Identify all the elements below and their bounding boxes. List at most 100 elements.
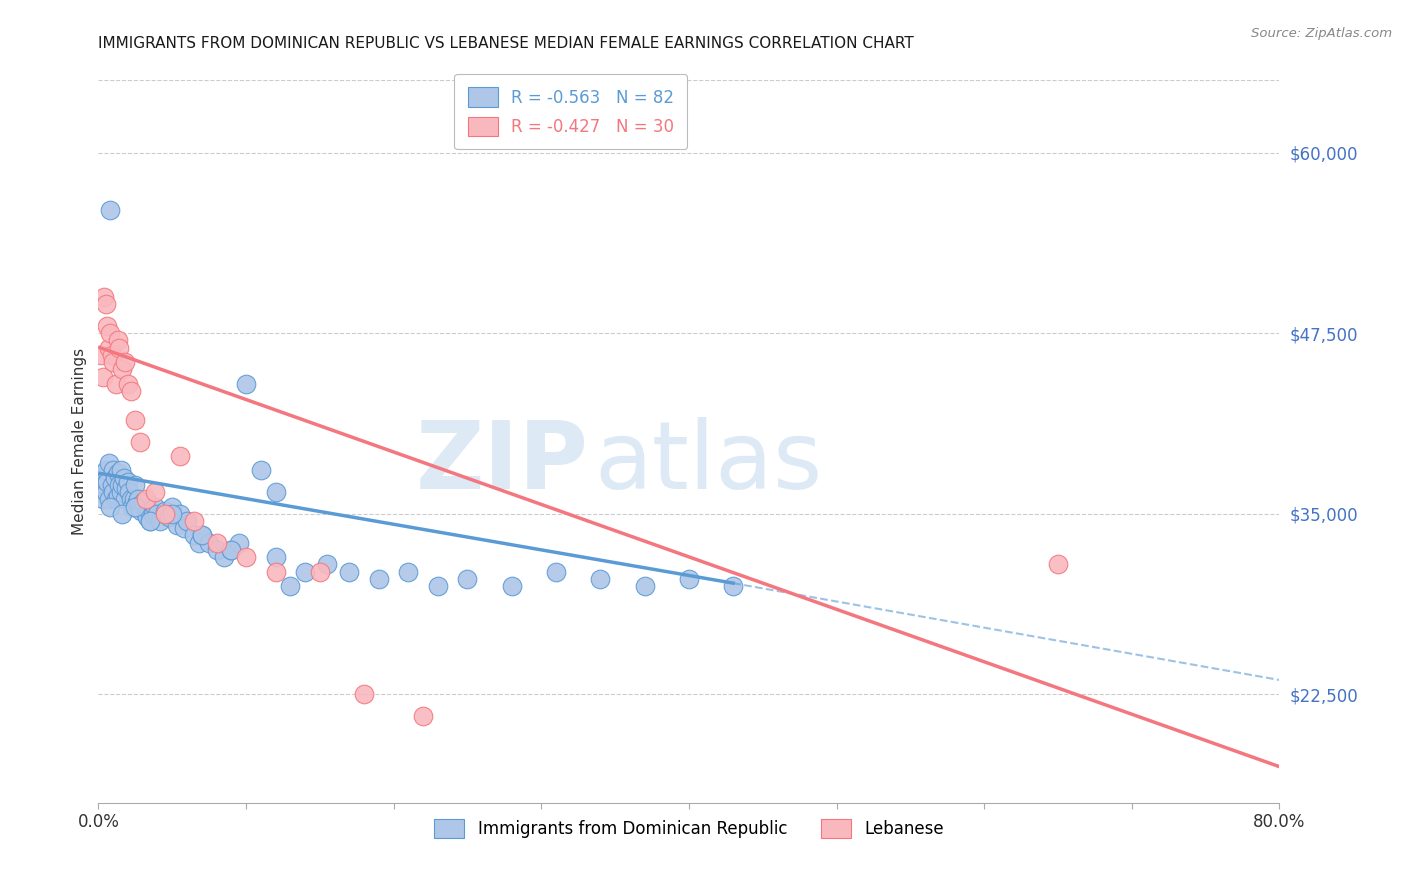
- Point: [264, 485, 287, 500]
- Point: [546, 565, 568, 579]
- Point: [142, 507, 165, 521]
- Point: [139, 514, 162, 528]
- Point: [309, 565, 332, 579]
- Point: [108, 478, 131, 492]
- Point: [166, 518, 188, 533]
- Point: [93, 290, 115, 304]
- Point: [94, 463, 117, 477]
- Point: [111, 507, 134, 521]
- Point: [96, 318, 118, 333]
- Point: [103, 463, 125, 477]
- Point: [339, 565, 361, 579]
- Point: [100, 348, 122, 362]
- Point: [235, 376, 257, 391]
- Text: Source: ZipAtlas.com: Source: ZipAtlas.com: [1251, 27, 1392, 40]
- Point: [1046, 558, 1070, 572]
- Point: [173, 521, 195, 535]
- Point: [107, 490, 129, 504]
- Text: ZIP: ZIP: [416, 417, 589, 509]
- Point: [129, 504, 152, 518]
- Point: [108, 341, 131, 355]
- Point: [120, 384, 142, 398]
- Point: [169, 449, 191, 463]
- Point: [124, 413, 146, 427]
- Point: [97, 492, 120, 507]
- Point: [94, 297, 117, 311]
- Point: [112, 471, 135, 485]
- Point: [153, 507, 176, 521]
- Y-axis label: Median Female Earnings: Median Female Earnings: [72, 348, 87, 535]
- Point: [91, 492, 114, 507]
- Point: [121, 500, 143, 514]
- Point: [98, 500, 121, 514]
- Point: [127, 492, 149, 507]
- Point: [678, 572, 700, 586]
- Point: [117, 475, 139, 489]
- Point: [157, 509, 180, 524]
- Point: [97, 456, 120, 470]
- Point: [111, 478, 134, 492]
- Point: [169, 507, 191, 521]
- Point: [98, 203, 121, 218]
- Point: [115, 481, 138, 495]
- Point: [136, 509, 159, 524]
- Point: [124, 478, 146, 492]
- Point: [135, 492, 157, 507]
- Point: [162, 507, 183, 521]
- Point: [412, 709, 434, 723]
- Point: [118, 485, 141, 500]
- Text: atlas: atlas: [595, 417, 823, 509]
- Point: [132, 495, 155, 509]
- Point: [264, 550, 287, 565]
- Point: [97, 341, 120, 355]
- Point: [107, 467, 129, 481]
- Point: [153, 504, 176, 518]
- Point: [228, 535, 250, 549]
- Point: [250, 463, 273, 477]
- Point: [114, 355, 136, 369]
- Point: [589, 572, 612, 586]
- Point: [128, 434, 150, 449]
- Point: [723, 579, 745, 593]
- Point: [501, 579, 523, 593]
- Point: [143, 500, 166, 514]
- Point: [114, 492, 136, 507]
- Point: [105, 376, 128, 391]
- Point: [96, 475, 118, 489]
- Point: [91, 369, 114, 384]
- Point: [107, 334, 129, 348]
- Point: [634, 579, 657, 593]
- Point: [427, 579, 450, 593]
- Legend: Immigrants from Dominican Republic, Lebanese: Immigrants from Dominican Republic, Leba…: [427, 813, 950, 845]
- Point: [139, 514, 162, 528]
- Point: [100, 478, 122, 492]
- Point: [111, 362, 134, 376]
- Point: [124, 500, 146, 514]
- Point: [146, 507, 169, 521]
- Point: [280, 579, 302, 593]
- Point: [120, 492, 142, 507]
- Point: [205, 542, 228, 557]
- Point: [264, 565, 287, 579]
- Point: [90, 471, 112, 485]
- Point: [191, 528, 214, 542]
- Point: [316, 558, 339, 572]
- Point: [457, 572, 479, 586]
- Point: [294, 565, 316, 579]
- Point: [212, 550, 235, 565]
- Point: [128, 500, 150, 514]
- Point: [110, 463, 132, 477]
- Point: [98, 326, 121, 340]
- Point: [353, 687, 375, 701]
- Point: [122, 492, 145, 507]
- Point: [104, 471, 127, 485]
- Point: [103, 355, 125, 369]
- Point: [183, 514, 205, 528]
- Point: [235, 550, 257, 565]
- Point: [221, 542, 243, 557]
- Point: [125, 495, 148, 509]
- Point: [90, 348, 112, 362]
- Point: [110, 485, 132, 500]
- Point: [103, 485, 125, 500]
- Point: [183, 528, 205, 542]
